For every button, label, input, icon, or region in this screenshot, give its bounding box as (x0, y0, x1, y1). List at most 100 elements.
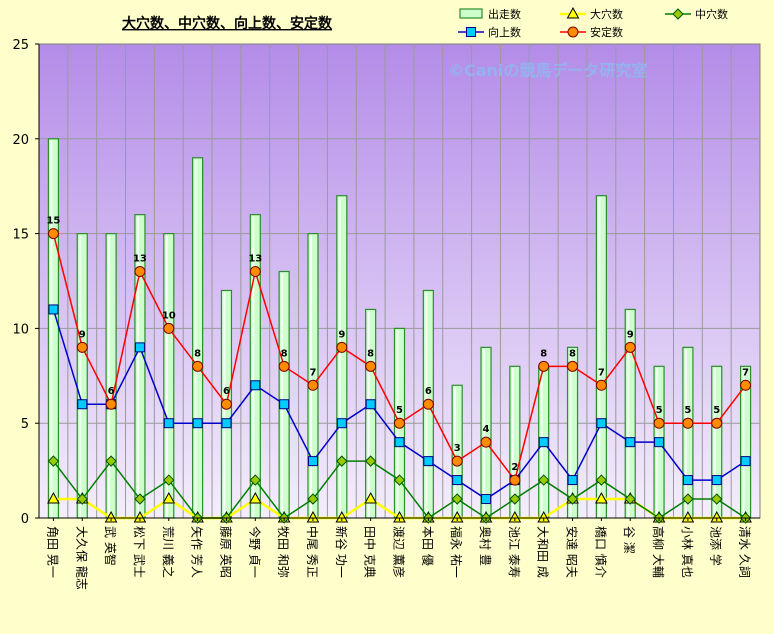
category-label: 矢作 芳人 (190, 526, 204, 578)
bar (595, 195, 607, 519)
category-label: 小林 真也 (680, 526, 694, 578)
data-point (537, 510, 551, 523)
data-label: 7 (742, 367, 749, 378)
bar (682, 346, 694, 519)
data-label: 5 (396, 405, 403, 416)
data-point (740, 379, 752, 391)
data-point (249, 474, 262, 486)
data-label: 7 (309, 367, 316, 378)
x-tick-label: 小林 真也 (680, 526, 694, 578)
x-tick-label: 武 英智 (103, 526, 118, 566)
data-point (47, 492, 60, 504)
data-point (393, 474, 406, 486)
data-point (393, 510, 406, 523)
bar (76, 233, 88, 519)
legend-item: 向上数 (458, 25, 521, 39)
data-point (134, 342, 145, 353)
data-point (336, 341, 348, 353)
category-label: 福永 祐一 (449, 526, 464, 578)
data-point (538, 437, 549, 448)
legend-item: 出走数 (459, 7, 521, 21)
data-point (509, 474, 521, 486)
category-label: 新谷 功一 (334, 526, 349, 578)
category-label: 谷 潔 (622, 526, 636, 554)
data-label: 9 (627, 329, 634, 340)
data-label: 4 (483, 424, 490, 435)
data-point (76, 341, 88, 353)
category-label: 奥村 豊 (478, 526, 492, 566)
data-point (336, 418, 347, 429)
data-point (682, 493, 694, 505)
data-point (481, 494, 492, 505)
data-point (134, 493, 146, 505)
data-point (249, 266, 261, 278)
data-point (163, 322, 175, 334)
data-point (595, 474, 608, 486)
chart-title: 大穴数、中穴数、向上数、安定数 (122, 15, 333, 32)
data-point (365, 399, 376, 410)
data-point (364, 492, 378, 504)
data-label: 6 (425, 386, 432, 397)
legend-label: 安定数 (590, 25, 623, 39)
data-point (740, 456, 751, 467)
data-label: 9 (338, 329, 345, 340)
data-point (48, 304, 59, 315)
data-point (624, 493, 636, 505)
data-point (654, 437, 665, 448)
legend-label: 向上数 (488, 25, 521, 39)
data-point (162, 492, 176, 504)
bar (624, 308, 636, 519)
data-point (625, 437, 636, 448)
y-tick-label: 15 (12, 228, 29, 243)
data-label: 8 (281, 348, 288, 359)
data-label: 8 (540, 348, 547, 359)
x-tick-label: 高柳 大輔 (651, 526, 666, 578)
category-label: 池添 学 (709, 526, 724, 566)
x-tick-label: 橋口 慎介 (593, 526, 607, 578)
category-label: 渡辺 薫彦 (392, 526, 407, 578)
x-tick-label: 角田 晃一 (45, 526, 59, 578)
data-point (104, 510, 118, 523)
legend-label: 大穴数 (590, 7, 623, 21)
x-tick-label: 牧田 和弥 (276, 526, 291, 578)
data-point (509, 493, 521, 505)
data-label: 7 (598, 367, 605, 378)
y-tick-label: 25 (12, 38, 29, 53)
data-label: 5 (684, 405, 691, 416)
data-label: 9 (79, 329, 86, 340)
data-point (364, 455, 377, 467)
category-label: 荒川 義之 (161, 526, 176, 578)
x-tick-label: 福永 祐一 (449, 526, 464, 578)
data-point (537, 474, 550, 486)
data-point (653, 417, 665, 429)
data-point (710, 510, 724, 523)
x-tick-label: 大和田 成 (536, 526, 550, 578)
legend-marker (566, 6, 580, 19)
x-tick-label: 田中 克典 (363, 526, 378, 578)
legend-swatch (459, 8, 483, 19)
x-tick-label: 中尾 秀正 (305, 526, 320, 578)
x-tick-label: 大久保 龍志 (74, 526, 89, 590)
data-point (47, 455, 60, 467)
x-tick-label: 荒川 義之 (161, 526, 176, 578)
legend-marker (466, 27, 476, 37)
x-tick-label: 今野 貞一 (247, 526, 262, 578)
data-point (423, 456, 434, 467)
data-point (711, 417, 723, 429)
category-label: 武 英智 (103, 526, 118, 566)
legend-marker (567, 26, 579, 38)
data-point (596, 418, 607, 429)
bar (336, 195, 348, 519)
data-point (105, 455, 117, 467)
data-point (248, 492, 262, 504)
x-tick-label: 清水 久詞 (738, 526, 752, 578)
legend-item: 中穴数 (665, 7, 728, 21)
category-label: 橋口 慎介 (593, 526, 607, 578)
data-point (538, 360, 550, 372)
category-label: 牧田 和弥 (276, 526, 291, 578)
data-label: 5 (656, 405, 663, 416)
x-tick-label: 池江 泰寿 (507, 526, 521, 578)
data-point (711, 493, 723, 505)
